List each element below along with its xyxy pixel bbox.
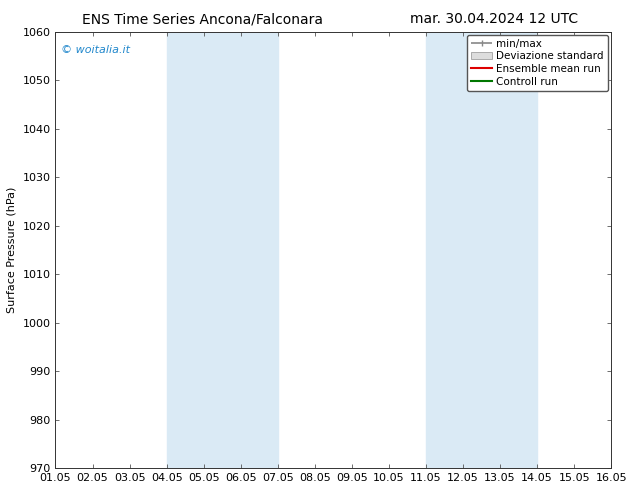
Bar bbox=[167, 31, 278, 468]
Y-axis label: Surface Pressure (hPa): Surface Pressure (hPa) bbox=[7, 187, 17, 313]
Legend: min/max, Deviazione standard, Ensemble mean run, Controll run: min/max, Deviazione standard, Ensemble m… bbox=[467, 35, 608, 91]
Text: mar. 30.04.2024 12 UTC: mar. 30.04.2024 12 UTC bbox=[410, 12, 579, 26]
Text: ENS Time Series Ancona/Falconara: ENS Time Series Ancona/Falconara bbox=[82, 12, 323, 26]
Text: © woitalia.it: © woitalia.it bbox=[61, 45, 130, 54]
Bar bbox=[426, 31, 537, 468]
